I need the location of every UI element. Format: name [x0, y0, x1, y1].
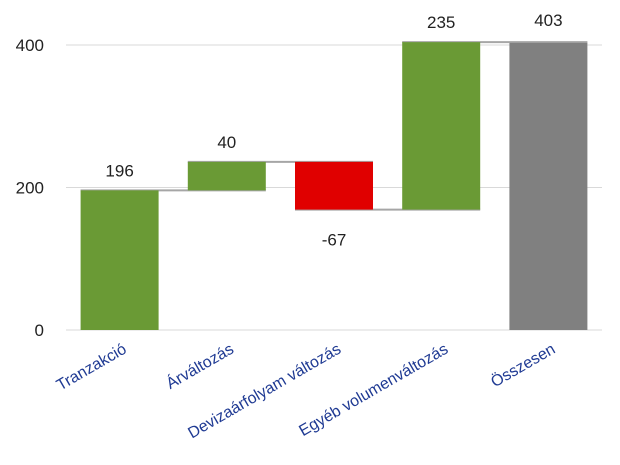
category-label: Árváltozás [163, 339, 237, 393]
data-label: 403 [534, 11, 562, 30]
y-tick-label: 200 [16, 179, 44, 198]
bars [80, 42, 588, 331]
bar-increase [402, 42, 481, 210]
y-tick-label: 400 [16, 36, 44, 55]
data-label: -67 [322, 231, 347, 250]
bar-increase [187, 161, 266, 191]
bar-decrease [295, 161, 373, 210]
bar-increase [80, 190, 159, 330]
category-label: Tranzakció [54, 341, 130, 395]
data-labels: 196 40 -67 235 403 [105, 11, 562, 250]
data-label: 40 [217, 133, 236, 152]
bar-total [509, 42, 588, 331]
data-label: 235 [427, 13, 455, 32]
y-tick-label: 0 [35, 321, 44, 340]
category-label: Összesen [488, 340, 559, 391]
data-label: 196 [105, 161, 133, 180]
y-axis-ticks: 0 200 400 [16, 36, 44, 340]
